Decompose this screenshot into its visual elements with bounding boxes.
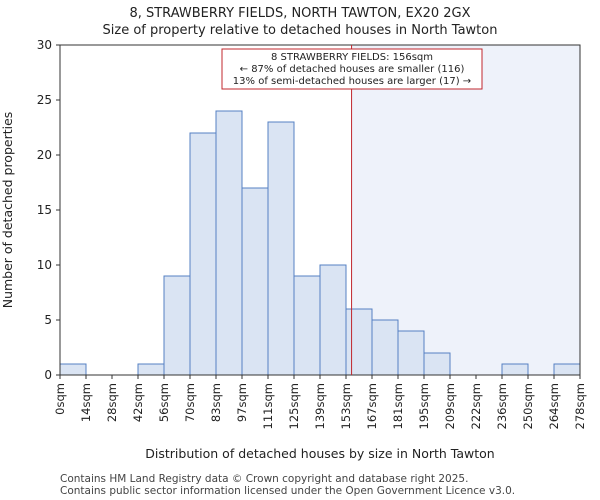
y-tick-label: 25	[37, 93, 52, 107]
bar	[241, 187, 269, 376]
bar	[267, 121, 295, 376]
x-tick-label: 209sqm	[443, 383, 457, 429]
x-tick-label: 56sqm	[157, 383, 171, 422]
bar	[137, 363, 165, 376]
bar	[293, 275, 321, 376]
y-tick-label: 15	[37, 203, 52, 217]
y-tick-label: 30	[37, 38, 52, 52]
x-tick-label: 97sqm	[235, 383, 249, 422]
x-axis-label: Distribution of detached houses by size …	[145, 446, 494, 461]
bar	[501, 363, 529, 376]
footer-licence: Contains public sector information licen…	[60, 485, 516, 497]
y-tick-label: 20	[37, 148, 52, 162]
x-tick-label: 14sqm	[79, 383, 93, 422]
x-tick-label: 278sqm	[573, 383, 587, 429]
x-tick-label: 167sqm	[365, 383, 379, 429]
x-tick-label: 250sqm	[521, 383, 535, 429]
bar	[163, 275, 191, 376]
bar	[423, 352, 451, 376]
x-tick-label: 70sqm	[183, 383, 197, 422]
x-tick-label: 264sqm	[547, 383, 561, 429]
bar	[345, 308, 373, 376]
x-tick-label: 42sqm	[131, 383, 145, 422]
x-tick-label: 195sqm	[417, 383, 431, 429]
bar	[371, 319, 399, 376]
x-tick-label: 236sqm	[495, 383, 509, 429]
x-tick-label: 181sqm	[391, 383, 405, 429]
x-tick-label: 125sqm	[287, 383, 301, 429]
y-axis-label: Number of detached properties	[0, 112, 15, 309]
annotation-line: 8 STRAWBERRY FIELDS: 156sqm	[271, 52, 433, 63]
x-tick-label: 139sqm	[313, 383, 327, 429]
annotation-line: ← 87% of detached houses are smaller (11…	[240, 64, 465, 75]
x-tick-label: 0sqm	[53, 383, 67, 415]
bar	[553, 363, 581, 376]
y-tick-label: 10	[37, 258, 52, 272]
y-tick-label: 5	[44, 313, 52, 327]
x-tick-label: 153sqm	[339, 383, 353, 429]
histogram-chart: 0 5 10 15 20 25 30 0sqm 14sqm 28sqm 42sqm 56sqm 70sq…	[0, 38, 587, 461]
x-tick-label: 83sqm	[209, 383, 223, 422]
bar	[215, 110, 243, 376]
footer-copyright: Contains HM Land Registry data © Crown c…	[60, 473, 469, 485]
chart-subtitle: Size of property relative to detached ho…	[102, 23, 498, 38]
y-tick-label: 0	[44, 368, 52, 382]
chart-title: 8, STRAWBERRY FIELDS, NORTH TAWTON, EX20…	[129, 6, 471, 21]
bar	[397, 330, 425, 376]
annotation-line: 13% of semi-detached houses are larger (…	[233, 76, 471, 87]
bar	[189, 132, 217, 376]
x-tick-label: 28sqm	[105, 383, 119, 422]
bar	[319, 264, 347, 376]
x-tick-label: 111sqm	[261, 383, 275, 429]
x-tick-label: 222sqm	[469, 383, 483, 429]
bar	[59, 363, 87, 376]
annotation-box	[221, 48, 483, 90]
